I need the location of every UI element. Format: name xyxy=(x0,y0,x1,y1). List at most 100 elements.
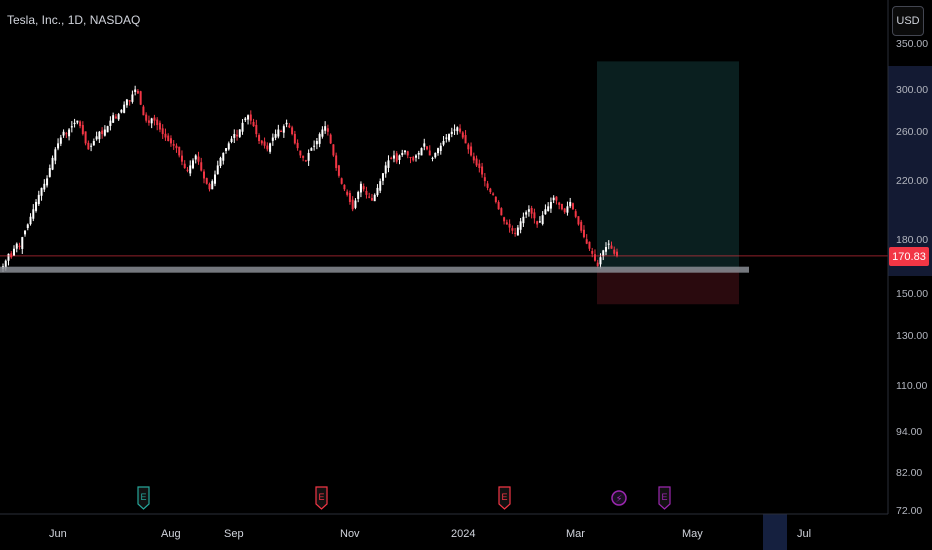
candle-body xyxy=(13,248,16,256)
candle-body xyxy=(277,129,280,137)
candle-body xyxy=(214,174,217,184)
candle-body xyxy=(379,181,382,191)
candle-body xyxy=(117,114,120,120)
candle-body xyxy=(348,192,351,202)
candle-body xyxy=(321,129,324,137)
price-axis-label: 110.00 xyxy=(896,379,928,392)
candle-body xyxy=(486,183,489,188)
candle-body xyxy=(500,208,503,216)
candle-body xyxy=(76,120,79,123)
candle-body xyxy=(128,100,131,102)
candle-body xyxy=(489,188,492,193)
candle-body xyxy=(255,124,258,135)
candle-body xyxy=(29,216,32,225)
candle-body xyxy=(599,257,602,265)
time-axis-range-highlight xyxy=(763,514,787,550)
candle-body xyxy=(505,222,508,225)
loss-zone xyxy=(597,269,739,305)
candle-body xyxy=(40,187,43,196)
candle-body xyxy=(442,141,445,145)
currency-button[interactable]: USD xyxy=(892,6,924,36)
candle-body xyxy=(266,145,269,150)
split-event-icon[interactable]: ⚡ xyxy=(611,486,627,510)
earnings-event-icon[interactable]: E xyxy=(137,486,150,510)
candle-body xyxy=(467,144,470,150)
candle-body xyxy=(296,142,299,149)
candle-body xyxy=(453,129,456,131)
candle-body xyxy=(376,187,379,196)
candle-body xyxy=(541,215,544,224)
candle-body xyxy=(43,183,46,190)
candle-body xyxy=(593,254,596,261)
candle-body xyxy=(340,178,343,184)
candle-body xyxy=(46,178,49,186)
price-axis-label: 72.00 xyxy=(896,505,923,517)
candle-body xyxy=(21,237,24,249)
candle-body xyxy=(142,106,145,116)
candle-body xyxy=(538,221,541,223)
price-axis-label: 300.00 xyxy=(896,83,929,96)
candle-body xyxy=(68,129,71,137)
candle-body xyxy=(384,165,387,174)
candle-body xyxy=(73,122,76,125)
earnings-event-icon[interactable]: E xyxy=(498,486,511,510)
candle-body xyxy=(131,94,134,102)
candle-body xyxy=(315,141,318,145)
candle-body xyxy=(318,134,321,144)
candle-body xyxy=(123,104,126,113)
candle-body xyxy=(106,126,109,133)
candle-body xyxy=(481,166,484,175)
candle-body xyxy=(208,183,211,190)
candle-body xyxy=(84,131,87,144)
candle-body xyxy=(26,224,29,229)
candle-body xyxy=(59,137,62,144)
candle-body xyxy=(92,141,95,146)
earnings-event-icon[interactable]: E xyxy=(658,486,671,510)
candle-body xyxy=(35,201,38,211)
candle-body xyxy=(134,89,137,92)
candle-body xyxy=(602,250,605,257)
candle-body xyxy=(464,135,467,144)
price-axis-label: 260.00 xyxy=(896,125,929,138)
candle-body xyxy=(194,155,197,160)
candle-body xyxy=(79,121,82,127)
candle-body xyxy=(423,143,426,147)
candle-body xyxy=(291,127,294,135)
candle-body xyxy=(351,199,354,210)
candle-body xyxy=(343,184,346,190)
candle-body xyxy=(120,109,123,113)
candle-body xyxy=(178,146,181,156)
svg-text:E: E xyxy=(501,492,507,502)
candle-body xyxy=(359,183,362,193)
candle-body xyxy=(150,118,153,124)
candle-body xyxy=(574,211,577,217)
candle-body xyxy=(403,150,406,153)
candle-body xyxy=(153,117,156,121)
candle-body xyxy=(125,99,128,106)
candle-body xyxy=(395,153,398,162)
candle-body xyxy=(555,196,558,201)
candle-body xyxy=(326,128,329,132)
candle-body xyxy=(604,247,607,252)
candle-body xyxy=(54,149,57,161)
candle-body xyxy=(552,197,555,201)
candle-body xyxy=(437,148,440,154)
candle-body xyxy=(536,221,539,225)
candle-body xyxy=(370,197,373,201)
candle-body xyxy=(530,207,533,214)
candle-body xyxy=(7,253,10,261)
candle-body xyxy=(112,115,115,123)
time-axis-label: Mar xyxy=(566,528,585,540)
candle-body xyxy=(70,126,73,128)
price-axis-range-highlight xyxy=(888,66,932,276)
candle-body xyxy=(249,114,252,121)
candle-body xyxy=(373,194,376,202)
candle-body xyxy=(222,152,225,161)
candle-body xyxy=(269,143,272,152)
candle-body xyxy=(596,262,599,267)
candle-body xyxy=(514,232,517,234)
price-axis-label: 220.00 xyxy=(896,175,929,188)
candle-body xyxy=(558,202,561,205)
earnings-event-icon[interactable]: E xyxy=(315,486,328,510)
